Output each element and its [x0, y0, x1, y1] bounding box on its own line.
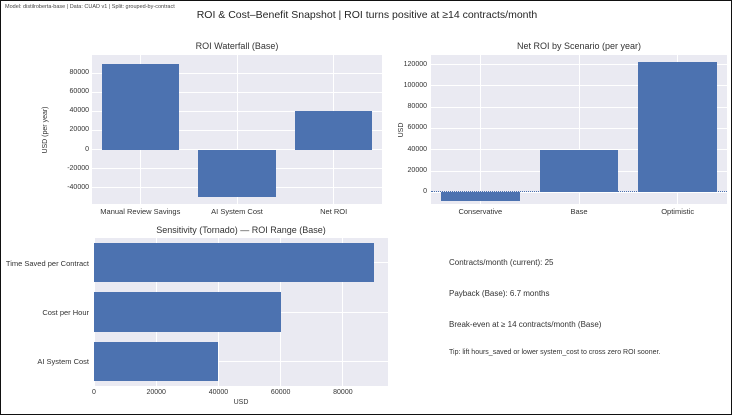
chart-title-scenario: Net ROI by Scenario (per year) — [516, 41, 642, 51]
y-tick-label: 120000 — [403, 60, 427, 68]
x-category-label: AI System Cost — [211, 207, 263, 216]
y-axis-label-scenario: USD — [398, 122, 405, 137]
figure-title: ROI & Cost–Benefit Snapshot | ROI turns … — [196, 9, 538, 21]
bar-tornado-1 — [94, 292, 281, 332]
bar-scenario-0 — [440, 192, 520, 201]
bar-waterfall-0 — [101, 63, 179, 150]
x-axis-label-tornado: USD — [233, 399, 249, 406]
v-gridline — [479, 55, 481, 204]
x-category-label: Net ROI — [320, 207, 348, 216]
v-gridline — [578, 55, 580, 204]
bar-waterfall-2 — [295, 111, 373, 150]
y-tick-label: 80000 — [69, 69, 89, 77]
y-tick-label: 60000 — [407, 124, 427, 132]
y-tick-label: 100000 — [403, 81, 427, 89]
v-gridline — [236, 55, 238, 204]
x-tick-label: 80000 — [333, 389, 353, 396]
bar-waterfall-1 — [198, 149, 276, 198]
note-payback: Payback (Base): 6.7 months — [449, 289, 550, 298]
model-meta-text: Model: distilroberta-base | Data: CUAD v… — [5, 4, 175, 10]
note-breakeven: Break-even at ≥ 14 contracts/month (Base… — [449, 320, 602, 329]
chart-title-waterfall: ROI Waterfall (Base) — [195, 41, 279, 51]
y-tick-label: 60000 — [69, 88, 89, 96]
bar-tornado-0 — [94, 242, 374, 283]
y-tick-label: 40000 — [407, 145, 427, 153]
y-category-label: Cost per Hour — [42, 308, 89, 317]
x-category-label: Manual Review Savings — [100, 207, 181, 216]
y-category-label: AI System Cost — [37, 357, 89, 367]
chart-title-tornado: Sensitivity (Tornado) — ROI Range (Base) — [156, 225, 326, 235]
x-category-label: Optimistic — [661, 207, 695, 216]
y-tick-label: -40000 — [67, 183, 89, 191]
y-tick-label: 20000 — [69, 126, 89, 134]
bar-scenario-2 — [638, 62, 718, 193]
h-gridline — [94, 360, 388, 362]
x-tick-label: 20000 — [146, 389, 166, 396]
y-tick-label: -20000 — [67, 164, 89, 172]
y-tick-label: 0 — [85, 145, 89, 153]
bar-tornado-2 — [94, 341, 219, 382]
zero-dotted-line — [431, 191, 727, 193]
bar-scenario-1 — [539, 149, 619, 193]
y-tick-label: 40000 — [69, 107, 89, 115]
y-tick-label: 20000 — [407, 167, 427, 174]
note-contracts-per-month: Contracts/month (current): 25 — [449, 258, 554, 267]
y-axis-label-waterfall: USD (per year) — [42, 105, 49, 154]
note-tip: Tip: lift hours_saved or lower system_co… — [449, 349, 661, 356]
x-category-label: Base — [570, 207, 588, 216]
x-tick-label: 0 — [92, 389, 96, 396]
x-category-label: Conservative — [458, 207, 503, 216]
y-tick-label: 0 — [423, 188, 427, 196]
y-category-label: Time Saved per Contract — [5, 258, 89, 268]
y-tick-label: 80000 — [407, 103, 427, 111]
x-tick-label: 60000 — [270, 389, 291, 396]
x-tick-label: 40000 — [208, 389, 229, 396]
